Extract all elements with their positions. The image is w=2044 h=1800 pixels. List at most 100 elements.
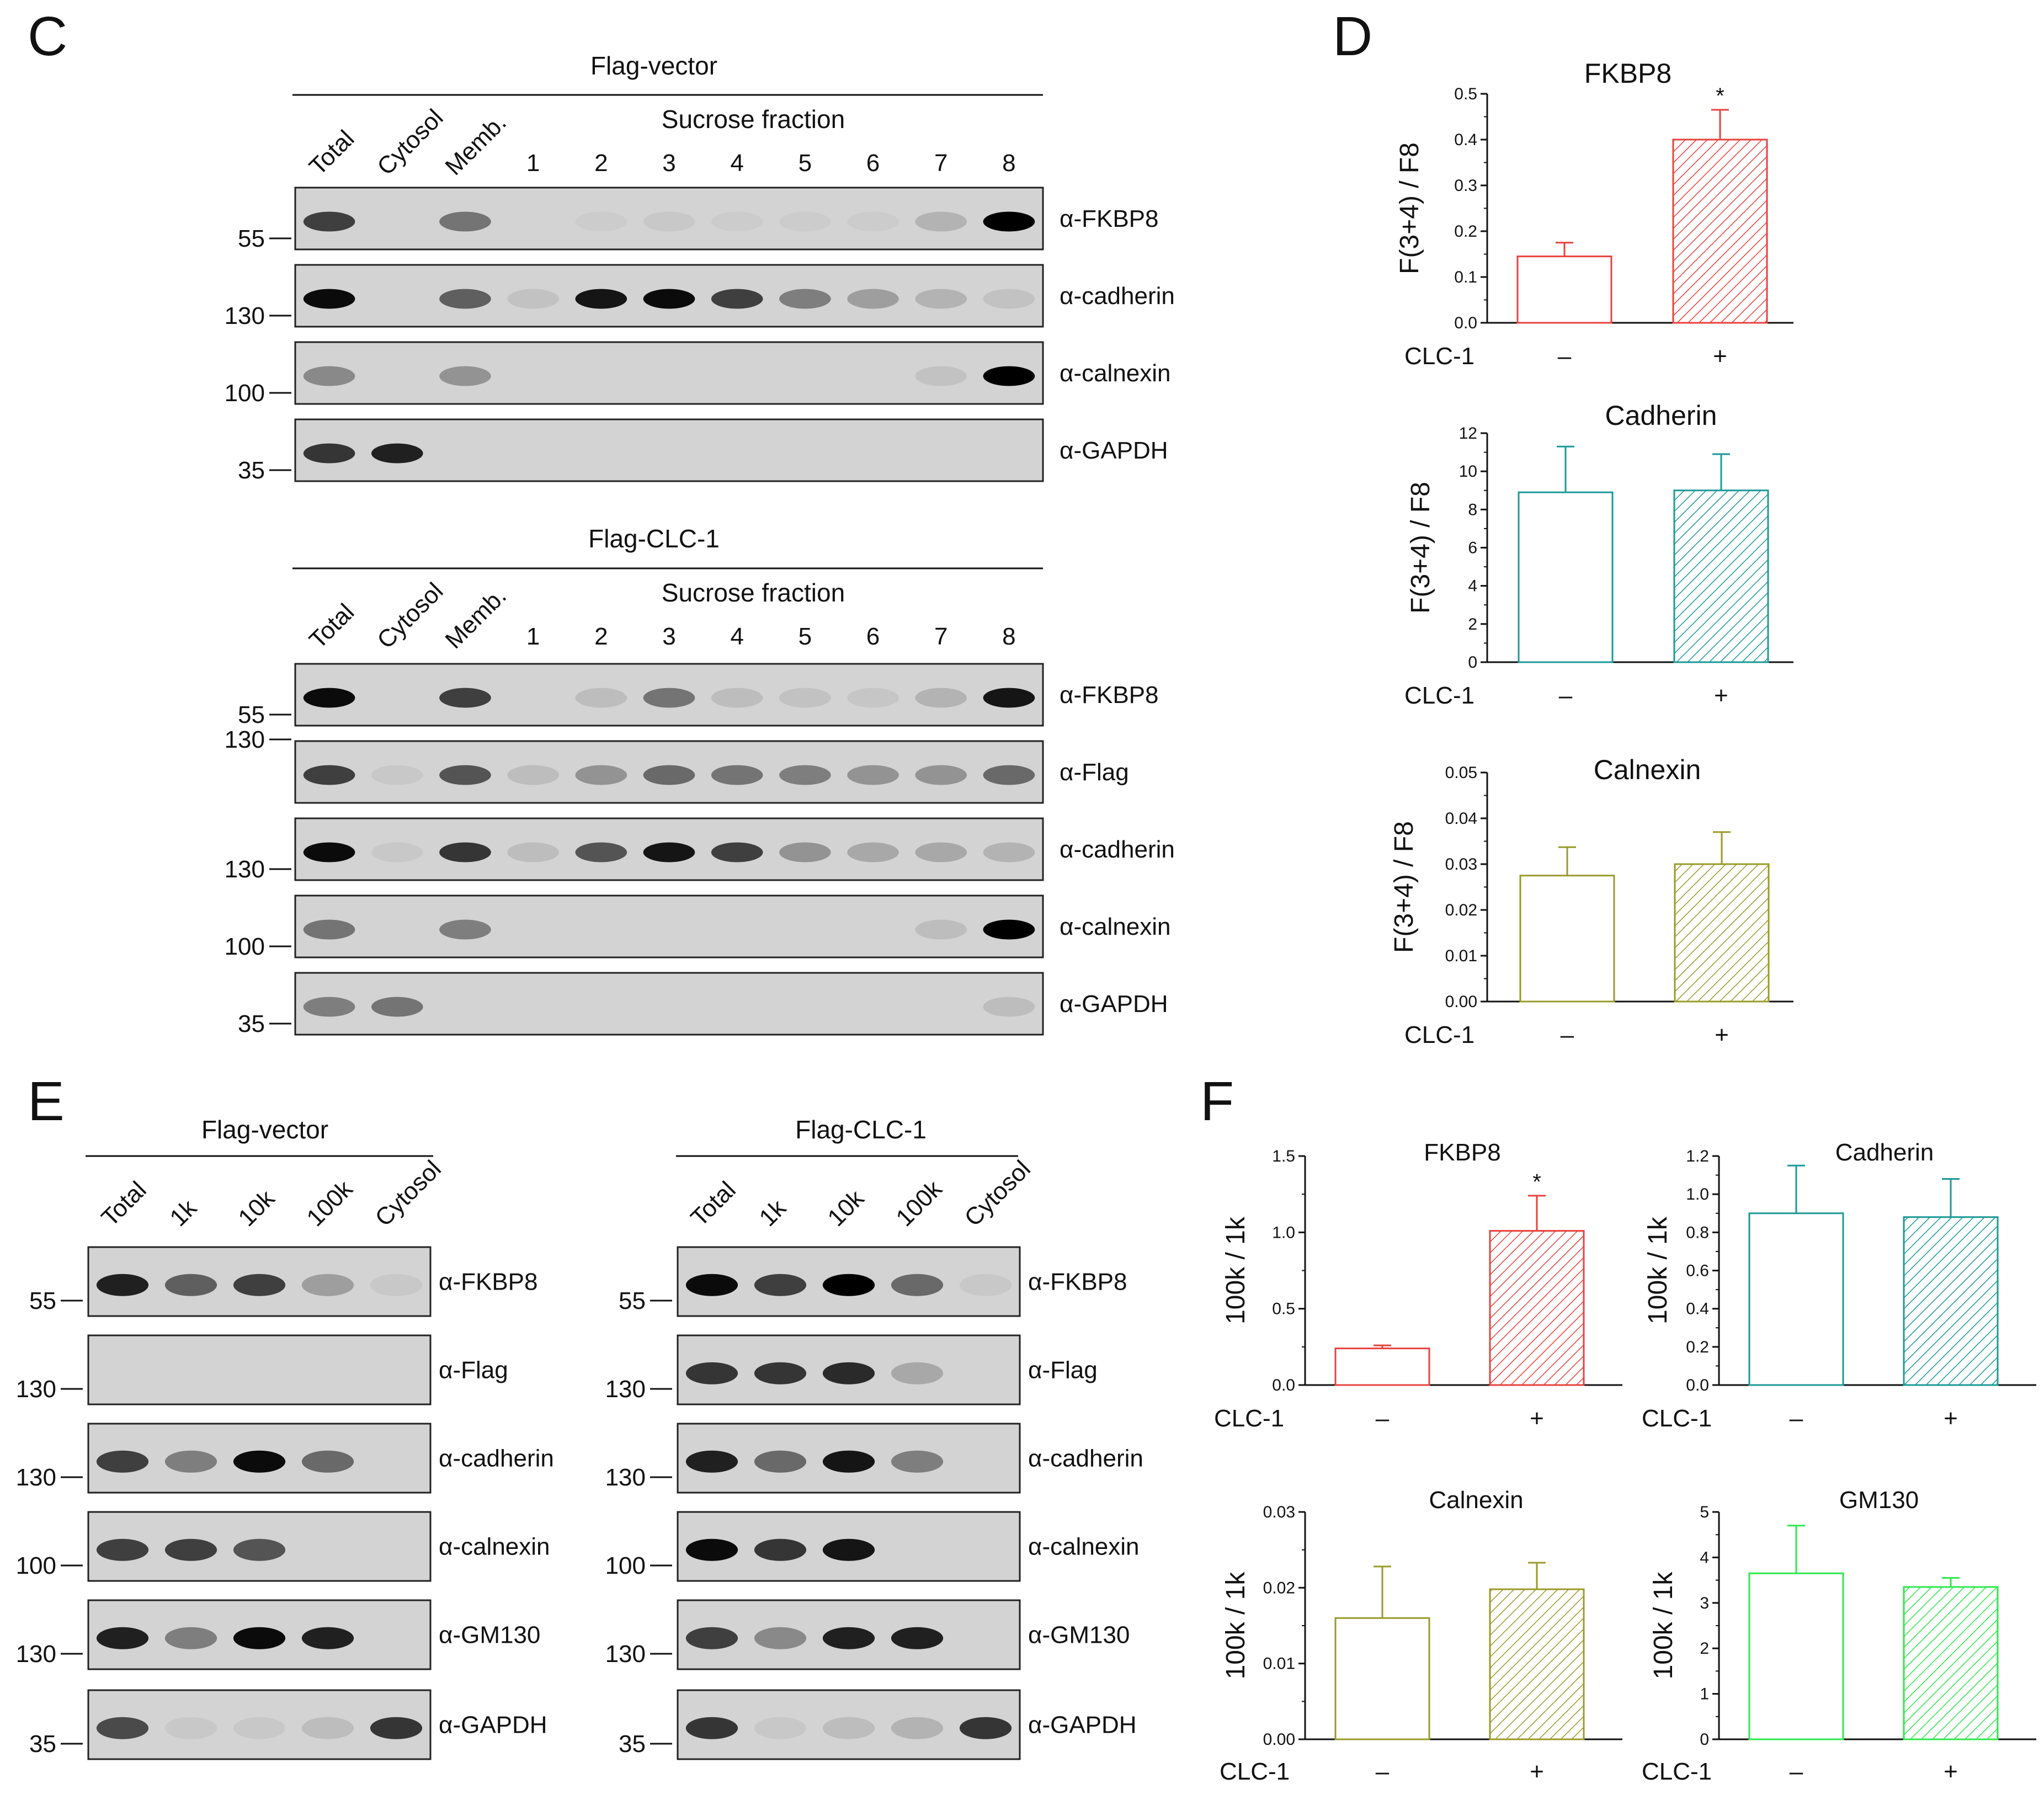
- y-tick-label: 0.02: [1263, 1579, 1295, 1597]
- y-tick-label: 0: [1468, 653, 1477, 672]
- y-tick-label: 2: [1700, 1639, 1709, 1658]
- blot-band: [96, 1450, 149, 1473]
- y-tick-label: 0.01: [1445, 947, 1477, 965]
- marker-label: 100: [605, 1552, 646, 1579]
- blot-band: [983, 997, 1035, 1017]
- marker-label: 130: [16, 1641, 56, 1668]
- chart-title: Calnexin: [1429, 1487, 1523, 1514]
- blot-block: Flag-vector Sucrose fraction Total CytosolM…: [225, 51, 1175, 484]
- y-tick-label: 0.8: [1686, 1223, 1709, 1242]
- blot-strip: [87, 1334, 432, 1405]
- blot-antibody-label: α-FKBP8: [1028, 1269, 1127, 1296]
- chart-title: Cadherin: [1835, 1139, 1934, 1166]
- lane-label: 100k: [891, 1175, 948, 1232]
- lane-label: 6: [866, 150, 880, 177]
- bar-chart: Calnexin 0.00 0.01 0.02 0.03 100k / 1k – + CLC-1: [1220, 1487, 1622, 1785]
- blot-band: [754, 1450, 807, 1473]
- blot-band: [643, 765, 695, 785]
- category-label: –: [1376, 1405, 1390, 1432]
- y-tick-label: 0.5: [1272, 1300, 1295, 1318]
- blot-antibody-label: α-cadherin: [1060, 836, 1175, 863]
- chart-title: GM130: [1839, 1487, 1919, 1514]
- group-label: CLC-1: [1404, 682, 1475, 709]
- blot-band: [891, 1450, 944, 1473]
- blot-band: [371, 997, 423, 1017]
- blot-band: [983, 366, 1035, 386]
- blot-band: [301, 1274, 354, 1296]
- blot-band: [233, 1450, 286, 1473]
- lane-label: Total: [685, 1176, 741, 1232]
- blot-antibody-label: α-GAPDH: [1060, 990, 1168, 1018]
- y-tick-label: 0.1: [1454, 268, 1477, 286]
- blot-band: [233, 1717, 286, 1739]
- panel-label-d: D: [1333, 6, 1372, 67]
- lane-label: Total: [96, 1176, 151, 1232]
- y-tick-label: 8: [1468, 500, 1477, 519]
- lane-label: 4: [730, 623, 743, 650]
- blot-band: [575, 765, 627, 785]
- blot-antibody-label: α-GAPDH: [1028, 1712, 1137, 1739]
- bar: [1673, 489, 1769, 663]
- blot-band: [822, 1627, 875, 1649]
- chart-title: Calnexin: [1594, 754, 1701, 785]
- panel-label-e: E: [28, 1071, 65, 1132]
- category-label: +: [1530, 1405, 1544, 1432]
- lane-label: 10k: [233, 1185, 280, 1232]
- group-label: CLC-1: [1642, 1405, 1712, 1432]
- blot-block-title: Flag-CLC-1: [795, 1115, 927, 1144]
- y-axis-label: 100k / 1k: [1643, 1216, 1673, 1324]
- blot-band: [711, 289, 763, 309]
- y-tick-label: 0.0: [1454, 314, 1477, 332]
- lane-label: 2: [594, 150, 608, 177]
- blot-block: Flag-CLC-1 Total 1k 10k 100k Cytosol α-FKBP8 55…: [605, 1115, 1143, 1760]
- blot-band: [915, 842, 967, 862]
- marker-label: 130: [16, 1376, 56, 1403]
- category-label: +: [1715, 1021, 1729, 1048]
- lane-label: 3: [662, 150, 675, 177]
- blot-band: [822, 1274, 875, 1296]
- bar-chart: Calnexin 0.00 0.01 0.02 0.03 0.04 0.05 F(3+4) /…: [1390, 754, 1793, 1048]
- blot-band: [915, 765, 967, 785]
- category-label: +: [1713, 343, 1727, 370]
- bar: [1748, 1212, 1844, 1386]
- lane-label: Total: [304, 125, 359, 180]
- bar: [1489, 1230, 1585, 1386]
- blot-band: [371, 443, 423, 464]
- y-axis-label: 100k / 1k: [1221, 1216, 1250, 1324]
- y-tick-label: 2: [1468, 615, 1477, 633]
- blot-band: [779, 289, 831, 309]
- marker-label: 130: [225, 856, 265, 883]
- blot-band: [96, 1627, 149, 1649]
- blot-band: [959, 1274, 1012, 1296]
- blot-band: [576, 212, 627, 232]
- blot-antibody-label: α-calnexin: [1028, 1533, 1140, 1561]
- blot-band: [847, 765, 899, 785]
- blot-band: [303, 765, 355, 785]
- bar: [1674, 863, 1770, 1003]
- group-label: CLC-1: [1642, 1758, 1712, 1785]
- bar-chart: Cadherin 0.0 0.2 0.4 0.6 0.8 1.0 1.2 100k / 1k – +…: [1642, 1139, 2036, 1432]
- y-tick-label: 0.6: [1686, 1262, 1709, 1280]
- blot-band: [439, 211, 491, 232]
- lane-label: 10k: [822, 1185, 870, 1232]
- blot-strip: [294, 972, 1044, 1036]
- blot-band: [822, 1717, 875, 1739]
- blot-band: [303, 688, 355, 708]
- y-tick-label: 5: [1700, 1503, 1709, 1521]
- blot-band: [847, 212, 899, 232]
- blot-band: [643, 688, 695, 708]
- marker-label: 35: [29, 1730, 56, 1758]
- significance-marker: *: [1716, 84, 1724, 108]
- blot-band: [847, 289, 899, 309]
- y-tick-label: 1.5: [1272, 1147, 1295, 1165]
- blot-band: [507, 289, 559, 309]
- blot-band: [711, 688, 763, 708]
- y-tick-label: 0.0: [1686, 1376, 1709, 1394]
- blot-band: [301, 1717, 354, 1739]
- y-tick-label: 0.2: [1686, 1338, 1709, 1356]
- significance-marker: *: [1532, 1170, 1541, 1194]
- bar: [1903, 1586, 1999, 1740]
- lane-label: Cytosol: [372, 104, 448, 180]
